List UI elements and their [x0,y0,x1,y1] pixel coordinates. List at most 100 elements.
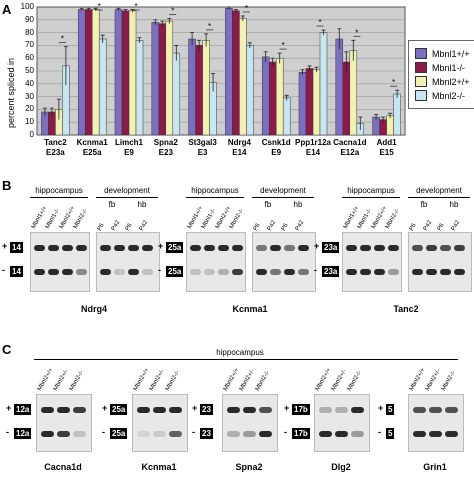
panel-label-a: A [2,2,12,17]
lane-label: P6 [408,222,418,232]
bar [188,38,196,136]
band-minus [137,431,150,437]
lane-label: Mbnl2-/- [254,369,272,392]
band-minus [62,269,73,275]
plus-sign: + [158,241,164,251]
band-plus [153,407,166,413]
y-tick-label: 90 [25,14,34,24]
exon-label-top: 23a [322,242,340,253]
lane-label: Mbnl2+/- [52,368,70,392]
legend-swatch [415,48,427,59]
gene-name: Tanc2 [393,304,419,314]
x-tick-label: Ppp1r12a E14 [294,138,332,157]
significance-star: * [245,4,248,13]
exon-label-top: 12a [14,404,32,415]
lane-label: Mbnl2+/- [148,368,166,392]
gel-hippocampus [408,394,464,452]
bar [393,93,401,136]
band-minus [388,269,399,275]
bar [114,9,123,136]
bar [305,68,314,136]
bar [165,20,174,136]
band-minus [429,431,442,437]
lane-label: P6 [280,222,290,232]
hippocampus-bracket [30,197,88,198]
dev-group-label: hb [137,200,147,209]
gene-name: Kcnma1 [232,304,268,314]
bar [98,38,107,136]
minus-sign: - [158,265,161,275]
legend-label: Mbnl1-/- [432,62,466,73]
significance-star: * [171,7,174,16]
bar [349,50,358,136]
minus-sign: - [192,427,195,437]
y-tick-label: 20 [25,104,34,114]
significance-star: * [98,2,101,11]
band-plus [227,407,240,413]
band-plus [374,245,385,251]
lane-label: P6 [252,222,262,232]
bar [342,61,351,136]
band-minus [76,269,87,275]
exon-label-bottom: 23 [200,428,213,439]
bar [121,10,130,136]
dev-group-label: fb [420,200,428,209]
lane-label: Mbnl2-/- [384,207,402,230]
band-minus [218,269,229,275]
lane-label: P42 [450,219,462,232]
bar [319,32,328,136]
band-plus [454,245,465,251]
gel-hippocampus [314,394,370,452]
plus-sign: + [378,403,384,413]
band-plus [429,407,442,413]
band-minus [298,269,309,275]
band-plus [190,245,201,251]
x-tick-label: Kcnma1 E25a [76,138,108,157]
gene-name: Spna2 [235,462,263,472]
significance-star: * [392,78,395,87]
band-minus [284,269,295,275]
exon-label-top: 17b [292,404,310,415]
lane-label: P42 [266,219,278,232]
lane-label: Mbnl2-/- [164,369,182,392]
plus-sign: + [102,403,108,413]
gene-name: Dlg2 [331,462,351,472]
y-tick-label: 100 [20,2,34,11]
significance-star: * [318,18,321,27]
band-minus [413,431,426,437]
bar [261,56,270,136]
band-plus [335,407,348,413]
band-minus [259,431,272,437]
band-plus [319,407,332,413]
minus-sign: - [284,427,287,437]
band-plus [426,245,437,251]
band-minus [454,269,465,275]
bar [335,38,344,136]
exon-label-bottom: 25a [110,428,128,439]
x-tick-label: Tanc2 E23a [44,138,67,157]
band-minus [351,431,364,437]
hippocampus-header: hippocampus [347,186,395,195]
lane-label: P42 [422,219,434,232]
band-minus [128,269,139,275]
lane-label: Mbnl2-/- [228,207,246,230]
band-minus [232,269,243,275]
y-tick-label: 40 [25,78,34,88]
band-plus [259,407,272,413]
gel-hippocampus [222,394,278,452]
bar [246,45,254,136]
plus-sign: + [284,403,290,413]
development-header: development [416,186,462,195]
lane-label: P42 [294,219,306,232]
bar [128,10,137,136]
lane-label: P6 [96,222,106,232]
band-plus [298,245,309,251]
lane-label: Mbnl2-/- [72,207,90,230]
minus-sign: - [102,427,105,437]
band-minus [48,269,59,275]
plus-sign: + [6,403,12,413]
bar [158,23,167,136]
x-tick-label: Limch1 E9 [114,138,143,157]
gene-name: Ndrg4 [80,304,107,314]
x-tick-label: Add1 E15 [376,138,397,157]
